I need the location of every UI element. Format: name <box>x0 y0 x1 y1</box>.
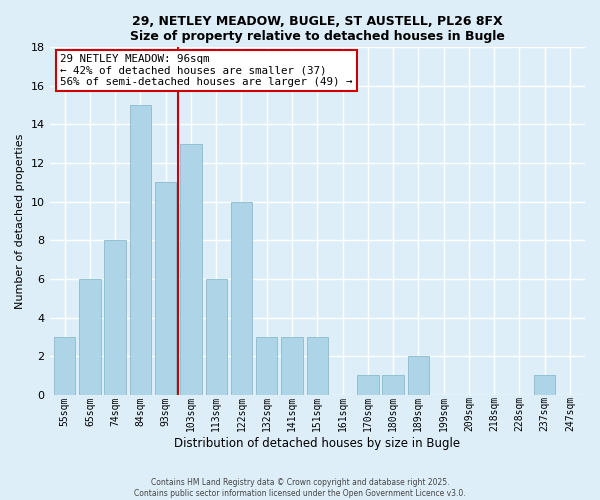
Bar <box>382 376 404 395</box>
Text: 29 NETLEY MEADOW: 96sqm
← 42% of detached houses are smaller (37)
56% of semi-de: 29 NETLEY MEADOW: 96sqm ← 42% of detache… <box>60 54 353 87</box>
Bar <box>54 337 76 395</box>
Bar <box>357 376 379 395</box>
Bar <box>180 144 202 395</box>
Bar <box>281 337 303 395</box>
Bar <box>231 202 252 395</box>
Bar <box>307 337 328 395</box>
Bar <box>155 182 176 395</box>
Title: 29, NETLEY MEADOW, BUGLE, ST AUSTELL, PL26 8FX
Size of property relative to deta: 29, NETLEY MEADOW, BUGLE, ST AUSTELL, PL… <box>130 15 505 43</box>
Bar <box>206 279 227 395</box>
X-axis label: Distribution of detached houses by size in Bugle: Distribution of detached houses by size … <box>174 437 460 450</box>
Bar <box>256 337 277 395</box>
Bar <box>534 376 556 395</box>
Bar <box>130 105 151 395</box>
Text: Contains HM Land Registry data © Crown copyright and database right 2025.
Contai: Contains HM Land Registry data © Crown c… <box>134 478 466 498</box>
Bar <box>79 279 101 395</box>
Bar <box>104 240 126 395</box>
Y-axis label: Number of detached properties: Number of detached properties <box>15 133 25 308</box>
Bar <box>407 356 429 395</box>
